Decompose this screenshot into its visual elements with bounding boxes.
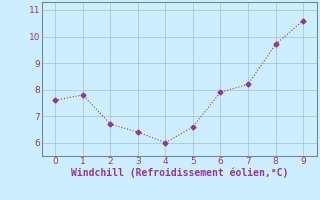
X-axis label: Windchill (Refroidissement éolien,°C): Windchill (Refroidissement éolien,°C) (70, 168, 288, 178)
